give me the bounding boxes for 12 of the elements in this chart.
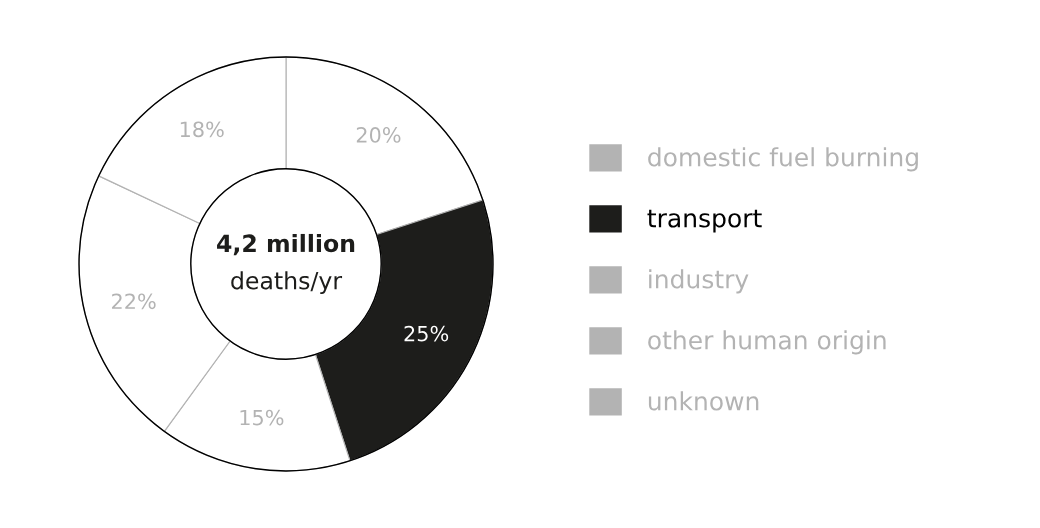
legend-label: transport — [647, 209, 762, 233]
legend-label: other human origin — [648, 330, 886, 355]
text: 4,2 million — [217, 233, 355, 256]
data-label: 25% — [404, 325, 449, 342]
data-label: 15% — [240, 409, 284, 426]
legend-label: unknown — [648, 391, 759, 411]
data-label: 18% — [180, 121, 224, 138]
data-label: 20% — [356, 127, 401, 143]
legend-label: domestic fuel burning — [648, 147, 918, 172]
data-label: 22% — [112, 293, 156, 310]
text: deaths/yr — [231, 271, 343, 295]
legend-label: industry — [649, 269, 749, 294]
